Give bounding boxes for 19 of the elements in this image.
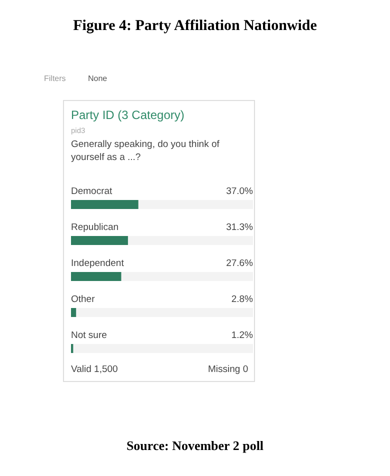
text: Filters (44, 74, 66, 83)
y-tick-label: Independent (71, 258, 124, 269)
text: Generally speaking, do you think of yourself as a ...? (71, 138, 220, 164)
y-tick-label: Other (71, 294, 95, 305)
y-tick-label: Republican (71, 222, 119, 233)
data-label: 31.3% (226, 222, 254, 233)
bar (71, 308, 76, 317)
source-note: Source: November 2 poll (125, 438, 265, 454)
data-label: 2.8% (231, 294, 254, 305)
y-tick-label: Democrat (71, 186, 113, 197)
text: Missing 0 (208, 364, 248, 375)
data-label: 1.2% (231, 330, 254, 341)
text: Valid 1,500 (71, 364, 118, 375)
chart-title: Figure 4: Party Affiliation Nationwide (72, 18, 318, 35)
y-tick-label: Not sure (71, 330, 107, 341)
data-label: 27.6% (226, 258, 254, 269)
text: None (88, 74, 108, 83)
data-label: 37.0% (226, 186, 254, 197)
chart-subtitle: Party ID (3 Category) (71, 108, 184, 122)
